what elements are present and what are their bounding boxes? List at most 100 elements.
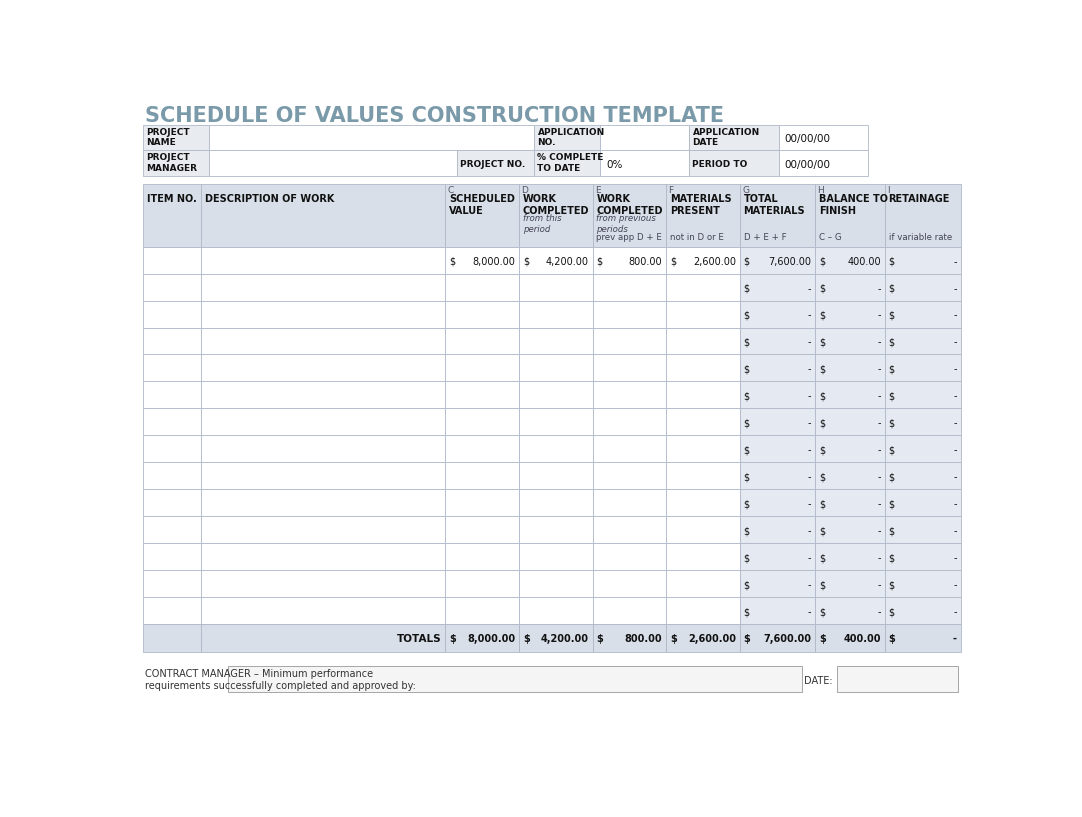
Bar xyxy=(667,435,740,462)
Bar xyxy=(446,328,519,355)
Bar xyxy=(885,462,961,489)
Bar xyxy=(519,543,593,570)
Text: $: $ xyxy=(743,634,751,644)
Bar xyxy=(667,247,740,274)
Text: $: $ xyxy=(743,580,750,590)
Bar xyxy=(885,516,961,543)
Bar xyxy=(815,355,885,382)
Bar xyxy=(740,184,815,247)
Text: -: - xyxy=(953,364,956,374)
Bar xyxy=(815,624,885,653)
Text: $: $ xyxy=(888,310,895,320)
Text: prev app D + E: prev app D + E xyxy=(596,233,662,242)
Bar xyxy=(535,125,601,150)
Bar xyxy=(815,274,885,301)
Text: $: $ xyxy=(743,418,750,428)
Text: $: $ xyxy=(888,607,895,617)
Text: $: $ xyxy=(743,310,750,320)
Text: $: $ xyxy=(743,526,750,536)
Text: -: - xyxy=(878,445,881,455)
Bar xyxy=(601,125,689,150)
Text: if variable rate: if variable rate xyxy=(888,233,952,242)
Bar xyxy=(201,408,446,435)
Bar xyxy=(667,355,740,382)
Bar xyxy=(740,570,815,597)
Text: 2,600.00: 2,600.00 xyxy=(688,634,736,644)
Bar xyxy=(885,355,961,382)
Bar xyxy=(593,624,667,653)
Text: $: $ xyxy=(743,337,750,347)
Bar xyxy=(143,462,201,489)
Bar xyxy=(667,301,740,328)
Text: % COMPLETE
TO DATE: % COMPLETE TO DATE xyxy=(538,154,604,173)
Bar xyxy=(519,184,593,247)
Bar xyxy=(667,382,740,408)
Bar xyxy=(593,247,667,274)
Text: $: $ xyxy=(819,283,824,293)
Bar xyxy=(740,301,815,328)
Text: G: G xyxy=(742,185,749,194)
Bar xyxy=(815,597,885,624)
Bar xyxy=(815,516,885,543)
Text: $: $ xyxy=(743,257,750,266)
Bar xyxy=(885,435,961,462)
Bar xyxy=(143,184,201,247)
Text: $: $ xyxy=(523,634,529,644)
Text: PROJECT NO.: PROJECT NO. xyxy=(460,159,525,168)
Text: $: $ xyxy=(819,364,824,374)
Bar xyxy=(446,516,519,543)
Text: -: - xyxy=(878,337,881,347)
Text: -: - xyxy=(878,607,881,617)
Text: $: $ xyxy=(449,257,456,266)
Text: CONTRACT MANAGER – Minimum performance
requirements successfully completed and a: CONTRACT MANAGER – Minimum performance r… xyxy=(145,669,415,691)
Bar xyxy=(143,301,201,328)
Bar xyxy=(885,301,961,328)
Bar xyxy=(885,489,961,516)
Bar xyxy=(457,150,535,176)
Bar xyxy=(201,435,446,462)
Bar xyxy=(815,435,885,462)
Text: -: - xyxy=(953,553,956,563)
Text: $: $ xyxy=(888,580,895,590)
Text: D: D xyxy=(522,185,528,194)
Text: DESCRIPTION OF WORK: DESCRIPTION OF WORK xyxy=(204,194,334,204)
Bar xyxy=(209,125,535,150)
Bar xyxy=(143,597,201,624)
Bar xyxy=(201,543,446,570)
Bar xyxy=(885,184,961,247)
Text: PERIOD TO: PERIOD TO xyxy=(692,159,748,168)
Text: -: - xyxy=(878,499,881,509)
Bar xyxy=(885,570,961,597)
Text: PROJECT
MANAGER: PROJECT MANAGER xyxy=(146,154,197,173)
Bar xyxy=(446,543,519,570)
Bar xyxy=(143,570,201,597)
Bar xyxy=(779,125,868,150)
Text: 4,200.00: 4,200.00 xyxy=(541,634,589,644)
Bar xyxy=(815,184,885,247)
Text: F: F xyxy=(669,185,674,194)
Text: -: - xyxy=(953,391,956,401)
Bar xyxy=(667,184,740,247)
Bar xyxy=(535,150,601,176)
Text: -: - xyxy=(953,310,956,320)
Bar xyxy=(519,355,593,382)
Text: C: C xyxy=(448,185,453,194)
Text: from previous
periods: from previous periods xyxy=(596,214,657,234)
Bar xyxy=(593,462,667,489)
Bar xyxy=(740,247,815,274)
Text: -: - xyxy=(953,499,956,509)
Text: -: - xyxy=(953,257,956,266)
Bar xyxy=(815,462,885,489)
Text: -: - xyxy=(807,526,812,536)
Text: $: $ xyxy=(743,553,750,563)
Text: 7,600.00: 7,600.00 xyxy=(763,634,812,644)
Bar xyxy=(593,355,667,382)
Bar xyxy=(740,462,815,489)
Bar xyxy=(815,489,885,516)
Bar xyxy=(885,274,961,301)
Text: $: $ xyxy=(888,499,895,509)
Bar xyxy=(201,624,446,653)
Bar xyxy=(740,435,815,462)
Text: 8,000.00: 8,000.00 xyxy=(466,634,515,644)
Bar xyxy=(446,184,519,247)
